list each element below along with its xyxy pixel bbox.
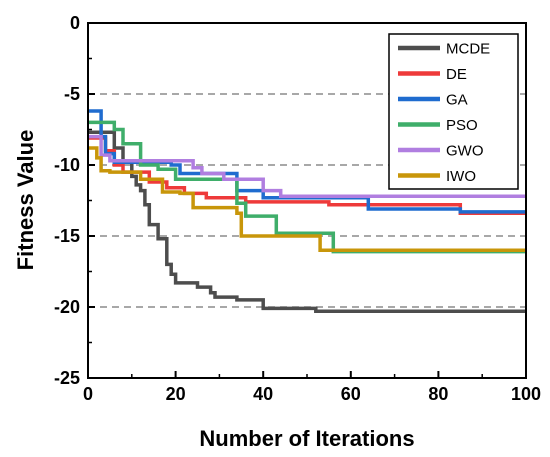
x-tick-label: 60	[341, 384, 361, 404]
series-line-pso	[88, 120, 526, 254]
x-tick-label: 0	[83, 384, 93, 404]
legend-box	[388, 33, 519, 190]
legend-label-pso: PSO	[446, 117, 478, 134]
x-tick-label: 40	[253, 384, 273, 404]
x-tick-label: 80	[428, 384, 448, 404]
x-tick-label: 100	[511, 384, 541, 404]
series-lines	[88, 109, 526, 314]
series-line-ga	[88, 109, 526, 214]
series-line-iwo	[88, 146, 526, 252]
legend-label-ga: GA	[446, 92, 468, 109]
y-tick-label: -5	[64, 84, 80, 104]
series-line-mcde	[88, 130, 526, 314]
axis-ticks: 0 20 40 60 80 100 -25 -20 -15 -10 -5 0	[54, 13, 541, 404]
legend-label-mcde: MCDE	[446, 41, 490, 58]
y-tick-label: -20	[54, 297, 80, 317]
x-tick-label: 20	[166, 384, 186, 404]
legend-label-de: DE	[446, 66, 467, 83]
legend-label-gwo: GWO	[446, 143, 484, 160]
y-tick-label: -25	[54, 368, 80, 388]
legend-label-iwo: IWO	[446, 168, 476, 185]
x-axis-title: Number of Iterations	[199, 426, 414, 451]
legend: MCDE DE GA PSO GWO IWO	[388, 33, 519, 190]
y-tick-label: 0	[70, 13, 80, 33]
y-tick-label: -10	[54, 155, 80, 175]
y-tick-label: -15	[54, 226, 80, 246]
series-line-gwo	[88, 134, 526, 198]
y-axis-title: Fitness Value	[13, 130, 38, 271]
